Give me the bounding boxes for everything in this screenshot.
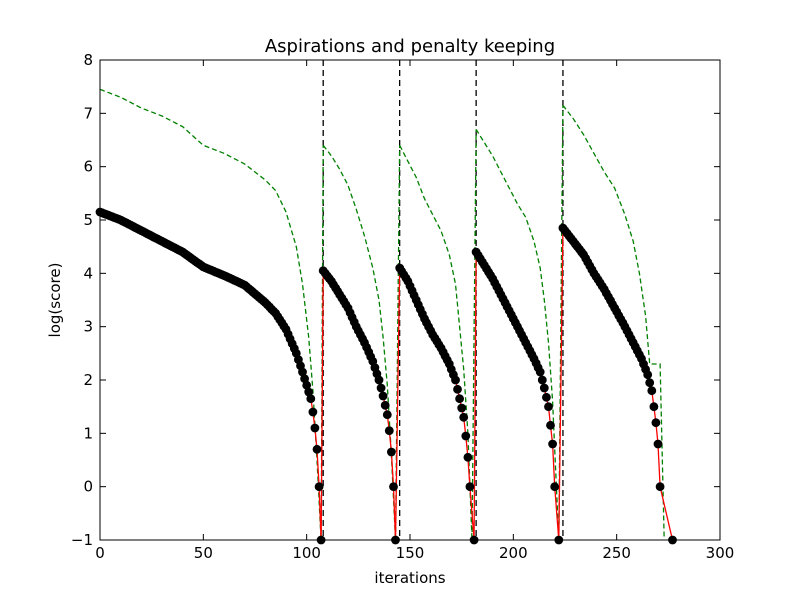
score-point — [378, 391, 388, 401]
x-tick-label: 300 — [706, 544, 735, 562]
aspiration-line-segment — [475, 128, 560, 541]
x-tick-label: 0 — [95, 544, 105, 562]
aspiration-line-segment — [99, 88, 322, 541]
score-point — [304, 387, 314, 397]
score-point — [306, 394, 316, 404]
aspiration-line-segment — [322, 144, 397, 541]
chart-title: Aspirations and penalty keeping — [265, 36, 555, 57]
score-point — [647, 386, 657, 396]
score-point — [453, 384, 462, 394]
x-tick-label: 100 — [292, 544, 321, 562]
score-jump — [473, 251, 477, 541]
score-point — [542, 392, 551, 402]
score-point — [387, 447, 396, 457]
y-axis-label: log(score) — [46, 263, 64, 338]
score-point — [544, 402, 553, 412]
score-point — [389, 482, 398, 492]
score-point — [314, 482, 324, 492]
aspiration-jump — [471, 129, 477, 541]
y-tick-label: 5 — [83, 211, 93, 229]
y-tick-label: −1 — [71, 531, 93, 549]
y-tick-label: 3 — [83, 318, 93, 336]
score-point — [539, 383, 549, 393]
y-tick-label: 6 — [83, 158, 93, 176]
plot-area — [95, 60, 677, 545]
score-point — [380, 400, 390, 410]
x-tick-label: 200 — [499, 544, 528, 562]
x-tick-label: 150 — [396, 544, 425, 562]
y-tick-label: 4 — [83, 264, 93, 282]
score-point — [300, 374, 309, 384]
score-point — [465, 482, 475, 492]
x-tick-label: 50 — [194, 544, 213, 562]
x-tick-label: 250 — [602, 544, 631, 562]
score-point — [537, 375, 547, 385]
score-jump — [320, 270, 324, 541]
score-point — [455, 394, 464, 404]
score-point — [651, 418, 661, 428]
score-point — [384, 426, 394, 436]
score-jump — [558, 227, 564, 541]
score-point — [302, 380, 312, 390]
score-point — [461, 431, 471, 441]
score-point — [463, 452, 473, 462]
y-tick-label: 1 — [83, 424, 93, 442]
score-point — [535, 367, 545, 377]
score-point — [376, 383, 386, 393]
score-point — [451, 375, 460, 385]
x-axis-label: iterations — [374, 569, 445, 587]
score-point — [548, 439, 557, 449]
aspiration-line-segment — [399, 145, 473, 541]
plot-frame — [99, 59, 721, 541]
score-point — [655, 482, 665, 492]
aspiration-line-segment — [562, 104, 665, 541]
score-point — [312, 444, 322, 454]
score-point — [298, 367, 307, 377]
score-jump — [394, 267, 401, 541]
score-point — [382, 410, 392, 420]
score-point — [653, 439, 663, 449]
score-point — [374, 375, 384, 385]
y-tick-label: 7 — [83, 104, 93, 122]
score-point — [546, 420, 555, 430]
y-tick-label: 0 — [83, 478, 93, 496]
y-tick-label: 2 — [83, 371, 93, 389]
score-point — [645, 378, 655, 388]
score-point — [310, 423, 320, 433]
y-tick-label: 8 — [83, 51, 93, 69]
score-point — [308, 407, 318, 417]
score-point — [649, 402, 659, 412]
score-point — [550, 482, 560, 492]
score-point — [643, 370, 653, 380]
score-point — [459, 412, 469, 422]
score-point — [457, 403, 467, 413]
